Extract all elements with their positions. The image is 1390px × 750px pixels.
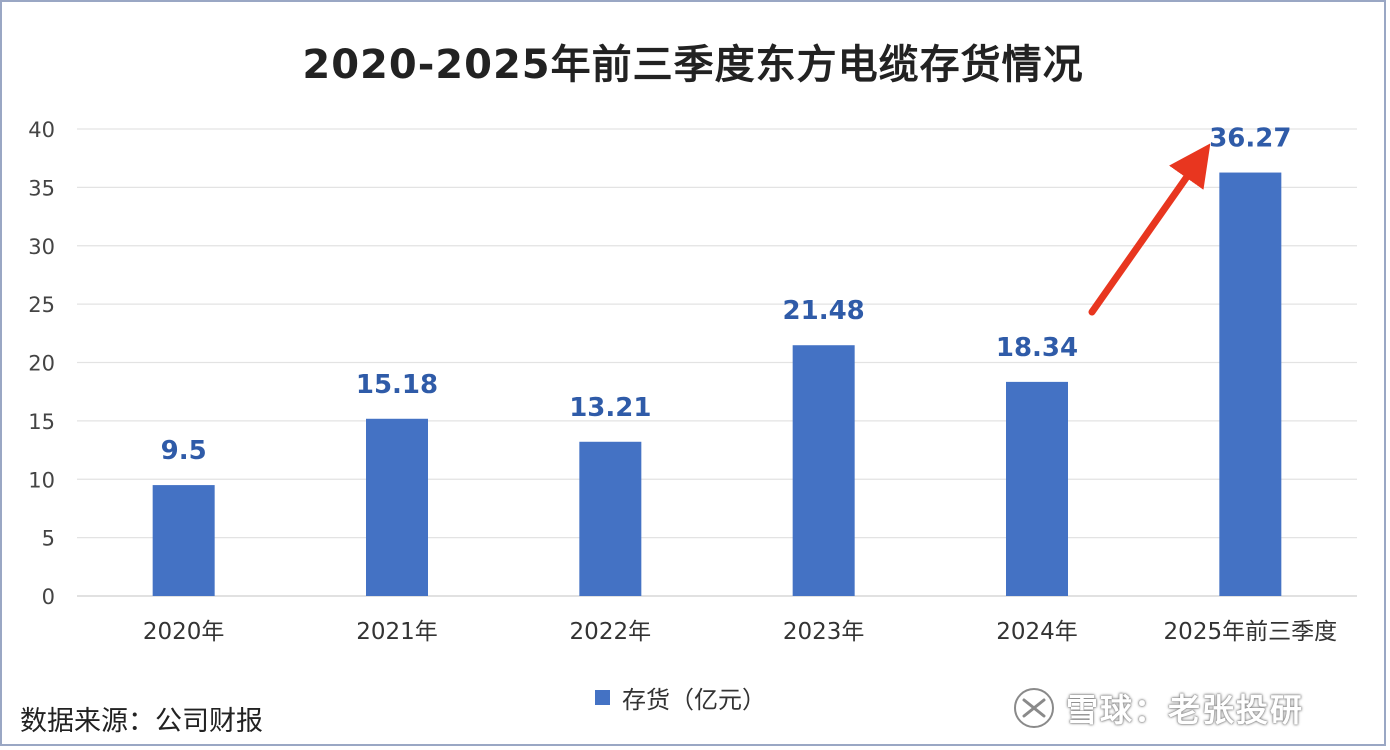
bar <box>366 418 428 596</box>
bar <box>792 345 855 596</box>
y-tick-label: 5 <box>42 527 55 551</box>
bar <box>152 485 215 596</box>
y-tick-label: 10 <box>28 468 55 492</box>
bar <box>579 441 642 596</box>
data-labels: 9.5 15.18 13.21 21.48 18.34 36.27 <box>161 124 1292 467</box>
x-tick-label: 2022年 <box>570 619 652 645</box>
y-tick-label: 40 <box>28 118 55 142</box>
y-tick-label: 25 <box>28 293 55 317</box>
legend-swatch <box>595 690 610 705</box>
x-tick-label: 2024年 <box>996 619 1078 645</box>
y-tick-label: 20 <box>28 352 55 376</box>
bar <box>1219 172 1282 597</box>
data-label: 18.34 <box>996 333 1078 363</box>
data-label: 15.18 <box>356 370 438 400</box>
data-label: 9.5 <box>161 436 207 466</box>
watermark-text: 雪球：老张投研 <box>1066 691 1305 729</box>
annotation <box>1088 143 1211 316</box>
y-tick-label: 30 <box>28 235 55 259</box>
x-tick-label: 2020年 <box>143 619 225 645</box>
bar <box>1006 381 1068 596</box>
y-tick-label: 35 <box>28 176 55 200</box>
data-label: 13.21 <box>569 393 651 423</box>
data-source: 数据来源：公司财报 <box>20 706 263 737</box>
bars <box>152 172 1282 597</box>
y-tick-label: 0 <box>42 585 55 609</box>
x-tick-label: 2021年 <box>356 619 438 645</box>
x-axis: 2020年 2021年 2022年 2023年 2024年 2025年前三季度 <box>143 619 1337 645</box>
legend: 存货（亿元） <box>595 680 766 715</box>
chart-title: 2020-2025年前三季度东方电缆存货情况 <box>302 42 1084 88</box>
data-label: 36.27 <box>1209 124 1291 154</box>
watermark: 雪球：老张投研 <box>1012 685 1304 731</box>
y-tick-label: 15 <box>28 410 55 434</box>
x-tick-label: 2023年 <box>783 619 865 645</box>
red-arrow-icon <box>1088 143 1211 316</box>
snowball-logo-icon <box>1014 688 1054 728</box>
data-label: 21.48 <box>783 296 865 326</box>
x-tick-label: 2025年前三季度 <box>1164 619 1338 645</box>
y-axis: 0 5 10 15 20 25 30 35 40 <box>28 118 55 609</box>
legend-label: 存货（亿元） <box>622 686 766 714</box>
gridlines <box>77 128 1357 597</box>
